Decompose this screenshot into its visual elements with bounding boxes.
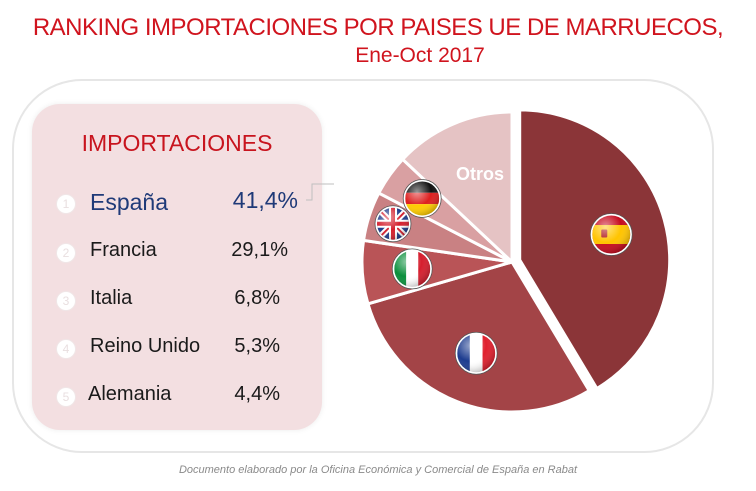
panel-heading: IMPORTACIONES <box>81 130 273 156</box>
ranking-row: 5 Alemania 4,4% <box>32 378 322 418</box>
percent-value: 5,3% <box>234 335 280 357</box>
chart-title: RANKING IMPORTACIONES POR PAISES UE DE M… <box>32 14 724 41</box>
percent-value: 41,4% <box>232 187 298 213</box>
ranking-row: 3 Italia 6,8% <box>32 282 322 322</box>
country-label: Reino Unido <box>90 335 201 357</box>
pie-chart: Otros <box>360 108 672 414</box>
rank-number: 4 <box>56 339 76 359</box>
rank-number: 2 <box>56 243 76 263</box>
rank-number: 5 <box>56 387 76 407</box>
chart-subtitle: Ene-Oct 2017 <box>355 44 485 67</box>
country-label: Italia <box>90 287 133 309</box>
ranking-panel: IMPORTACIONES 1 España 41,4% 2 Francia 2… <box>32 104 322 430</box>
percent-value: 29,1% <box>231 239 288 261</box>
ranking-row: 2 Francia 29,1% <box>32 234 322 274</box>
rank-number: 1 <box>56 194 76 214</box>
germany-flag-icon <box>402 179 442 218</box>
rank-number: 3 <box>56 291 76 311</box>
italy-flag-icon <box>391 248 433 290</box>
footer-note: Documento elaborado por la Oficina Econó… <box>178 464 578 476</box>
percent-value: 6,8% <box>234 287 280 309</box>
ranking-row: 1 España 41,4% <box>32 184 322 224</box>
spain-flag-icon <box>589 213 633 256</box>
country-label: España <box>90 189 169 215</box>
country-label: Alemania <box>88 383 172 405</box>
ranking-row: 4 Reino Unido 5,3% <box>32 330 322 370</box>
pie-slice-otros <box>400 110 514 266</box>
france-flag-icon <box>454 331 498 375</box>
uk-flag-icon <box>374 205 412 243</box>
pie-slice-españa <box>518 108 672 391</box>
connector-line <box>306 183 334 201</box>
country-label: Francia <box>90 239 157 261</box>
percent-value: 4,4% <box>234 383 280 405</box>
slice-label-otros: Otros <box>456 164 504 184</box>
